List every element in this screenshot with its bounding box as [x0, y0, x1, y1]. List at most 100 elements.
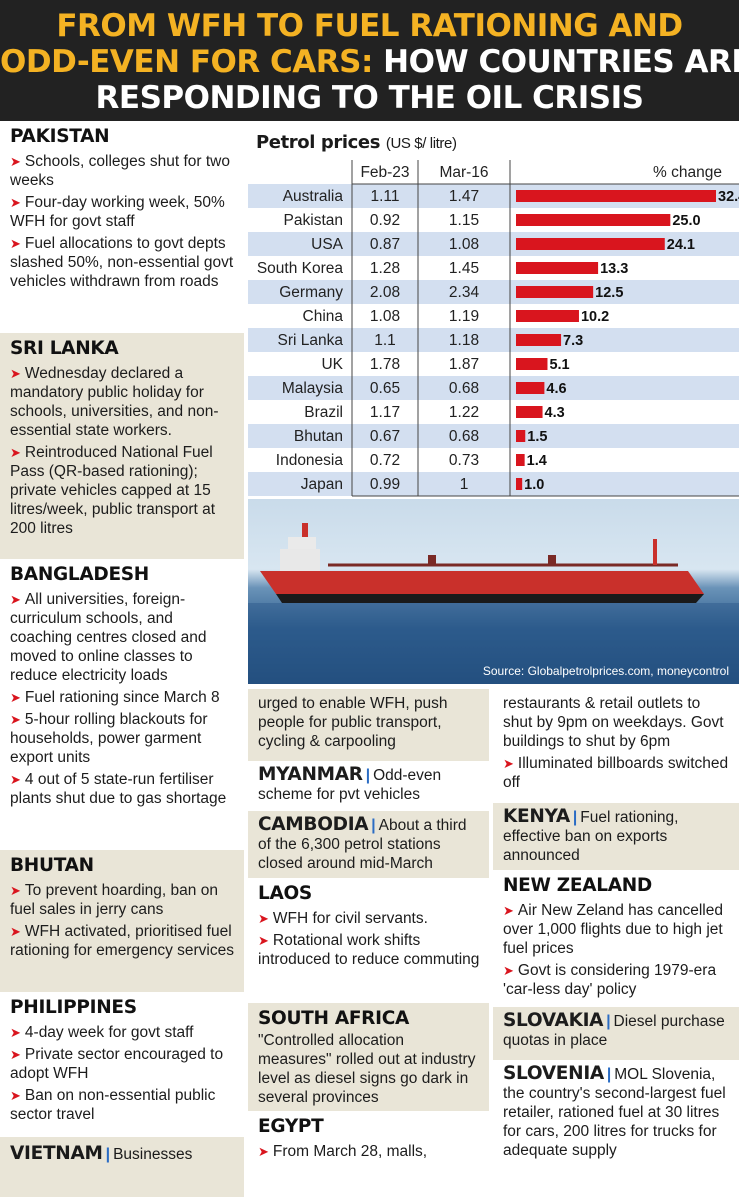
section-bhutan: BHUTAN ➤ To prevent hoarding, ban on fuel…: [0, 850, 244, 992]
bullet-item: ➤ 5-hour rolling blackouts for households…: [10, 711, 208, 766]
section-egypt: EGYPT ➤ From March 28, malls,: [248, 1111, 489, 1200]
change-label: 32.4: [718, 189, 739, 205]
change-label: 13.3: [600, 261, 628, 277]
middle-column: urged to enable WFH, push people for pub…: [248, 689, 489, 1200]
bullet-item: ➤ WFH for civil servants.: [258, 910, 428, 927]
change-label: 1.5: [527, 429, 547, 445]
country-heading: SLOVAKIA: [503, 1010, 604, 1031]
change-label: 10.2: [581, 309, 609, 325]
mar-value: 1.15: [449, 212, 479, 229]
country-heading: VIETNAM: [10, 1143, 103, 1164]
country-heading: LAOS: [258, 883, 312, 904]
country-label: Brazil: [304, 404, 343, 421]
country-heading: CAMBODIA: [258, 814, 369, 835]
change-bar: [516, 382, 545, 394]
country-label: China: [303, 308, 344, 325]
right-column: restaurants & retail outlets to shut by …: [493, 689, 739, 1200]
feb-value: 0.99: [370, 476, 400, 493]
arrow-icon: ➤: [258, 911, 269, 926]
section-text: restaurants & retail outlets to shut by …: [503, 695, 724, 750]
bullet-item: ➤ Four-day working week, 50% WFH for govt…: [10, 194, 225, 230]
column-header-feb: Feb-23: [360, 164, 409, 181]
country-heading: NEW ZEALAND: [503, 875, 652, 896]
feb-value: 0.67: [370, 428, 400, 445]
country-heading: SRI LANKA: [10, 338, 119, 359]
country-heading: SOUTH AFRICA: [258, 1008, 409, 1029]
section-text: SLOVAKIA | Diesel purchase quotas in place: [503, 1010, 725, 1049]
country-heading: PAKISTAN: [10, 126, 110, 147]
section-slovakia: SLOVAKIA | Diesel purchase quotas in place: [493, 1007, 739, 1060]
change-bar: [516, 238, 665, 250]
column-header-change: % change: [653, 164, 722, 181]
section-bangladesh: BANGLADESH ➤ All universities, foreign-cu…: [0, 559, 244, 850]
feb-value: 1.08: [370, 308, 400, 325]
arrow-icon: ➤: [10, 712, 21, 727]
arrow-icon: ➤: [10, 1047, 21, 1062]
feb-value: 1.11: [370, 188, 399, 205]
change-label: 1.4: [527, 453, 547, 469]
arrow-icon: ➤: [10, 592, 21, 607]
section-vietnam: VIETNAM | Businesses: [0, 1137, 244, 1197]
change-bar: [516, 262, 599, 274]
source-credit: Source: Globalpetrolprices.com, moneycon…: [482, 664, 729, 678]
section-egypt-continued: restaurants & retail outlets to shut by …: [493, 689, 739, 803]
petrol-price-chart: Petrol prices (US $/ litre) Feb-23 Mar-16…: [248, 124, 739, 499]
country-label: South Korea: [257, 260, 344, 277]
bullet-item: ➤ Schools, colleges shut for two weeks: [10, 153, 230, 189]
section-sri-lanka: SRI LANKA ➤ Wednesday declared a mandator…: [0, 333, 244, 559]
section-philippines: PHILIPPINES ➤ 4-day week for govt staff ➤…: [0, 992, 244, 1137]
oil-tanker-photo: Source: Globalpetrolprices.com, moneycon…: [248, 499, 739, 684]
arrow-icon: ➤: [10, 366, 21, 381]
section-myanmar: MYANMAR | Odd-even scheme for pvt vehicles: [248, 761, 489, 811]
bullet-item: ➤ Rotational work shifts introduced to re…: [258, 932, 480, 968]
feb-value: 1.28: [370, 260, 400, 277]
feb-value: 0.72: [370, 452, 400, 469]
separator: |: [572, 809, 578, 826]
change-label: 7.3: [563, 333, 583, 349]
change-bar: [516, 406, 543, 418]
country-label: Sri Lanka: [278, 332, 344, 349]
country-label: USA: [311, 236, 344, 253]
separator: |: [365, 767, 371, 784]
change-bar: [516, 286, 594, 298]
arrow-icon: ➤: [10, 883, 21, 898]
change-bar: [516, 358, 548, 370]
bullet-item: ➤ Govt is considering 1979-era 'car-less …: [503, 962, 717, 998]
feb-value: 2.08: [370, 284, 400, 301]
arrow-icon: ➤: [10, 772, 21, 787]
change-label: 4.6: [546, 381, 566, 397]
bullet-item: ➤ Air New Zeland has cancelled over 1,000…: [503, 902, 723, 957]
mar-value: 0.68: [449, 428, 479, 445]
headline-line-3: RESPONDING TO THE OIL CRISIS: [95, 80, 644, 116]
headline-line-2-rest: HOW COUNTRIES ARE: [372, 44, 739, 80]
table-row-band: [248, 280, 739, 304]
section-text: KENYA | Fuel rationing, effective ban on e…: [503, 806, 679, 864]
left-column: PAKISTAN ➤ Schools, colleges shut for two…: [0, 121, 244, 1200]
country-heading: BHUTAN: [10, 855, 94, 876]
country-label: Australia: [283, 188, 344, 205]
arrow-icon: ➤: [503, 756, 514, 771]
change-bar: [516, 478, 523, 490]
change-bar: [516, 334, 562, 346]
country-heading: SLOVENIA: [503, 1063, 604, 1084]
section-cambodia: CAMBODIA | About a third of the 6,300 petr…: [248, 811, 489, 878]
country-heading: PHILIPPINES: [10, 997, 137, 1018]
feb-value: 0.92: [370, 212, 400, 229]
country-heading: KENYA: [503, 806, 570, 827]
arrow-icon: ➤: [503, 963, 514, 978]
table-row-band: [248, 424, 739, 448]
arrow-icon: ➤: [10, 195, 21, 210]
bullet-item: ➤ From March 28, malls,: [258, 1143, 428, 1160]
mar-value: 2.34: [449, 284, 480, 301]
table-row-band: [248, 328, 739, 352]
arrow-icon: ➤: [10, 445, 21, 460]
bullet-item: ➤ Illuminated billboards switched off: [503, 755, 729, 791]
change-bar: [516, 310, 579, 322]
change-bar: [516, 190, 716, 202]
section-text: Businesses: [113, 1146, 193, 1163]
separator: |: [105, 1146, 111, 1163]
section-text: MYANMAR | Odd-even scheme for pvt vehicles: [258, 764, 442, 803]
arrow-icon: ➤: [258, 1144, 269, 1159]
headline-line-2-highlight: ODD-EVEN FOR CARS:: [0, 44, 373, 80]
